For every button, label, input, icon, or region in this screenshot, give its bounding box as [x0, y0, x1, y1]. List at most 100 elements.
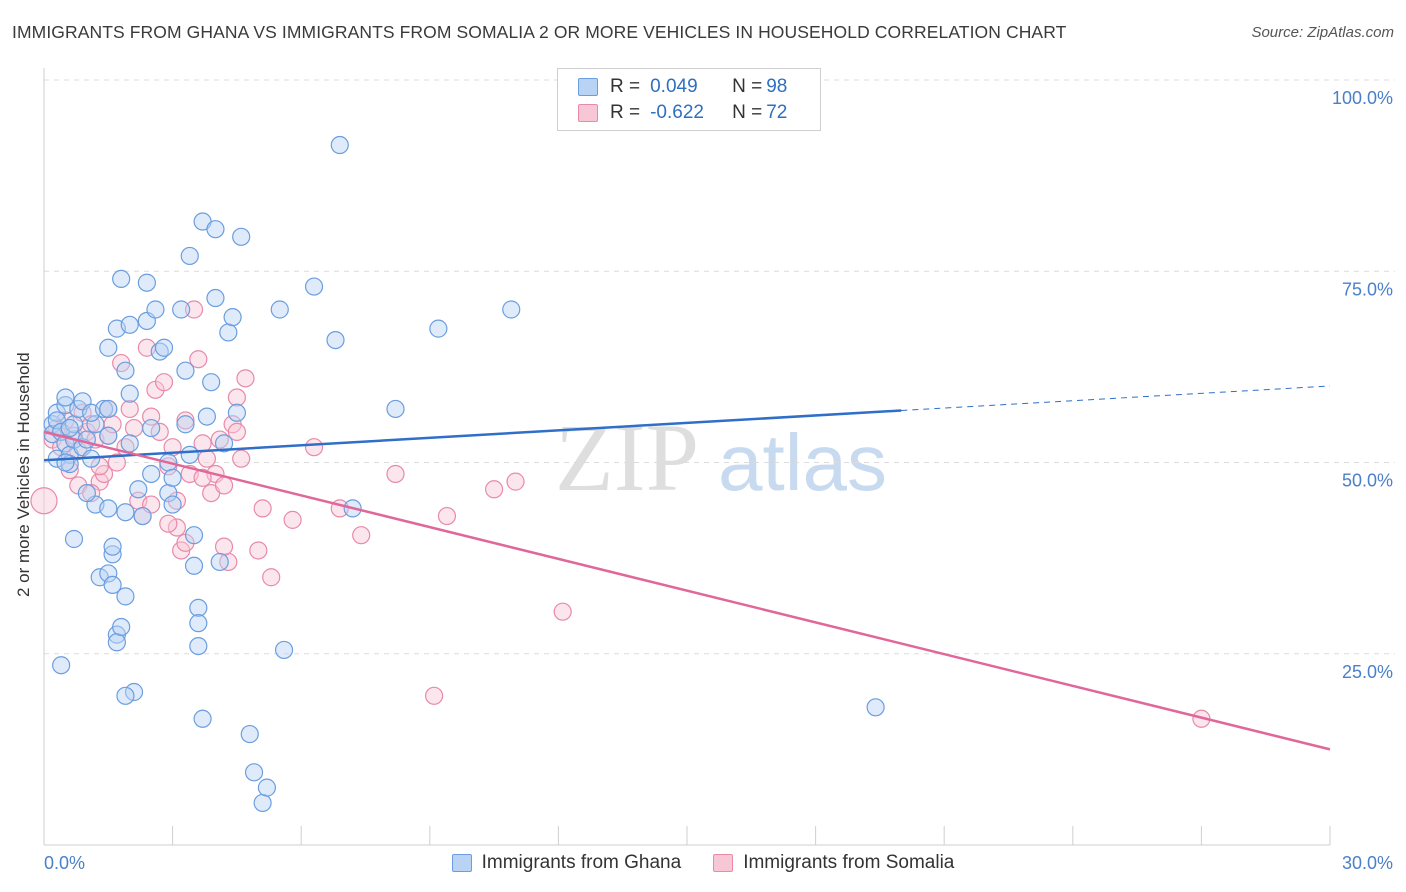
ghana-point — [112, 617, 131, 637]
ghana-point — [330, 135, 349, 155]
ghana-point — [107, 633, 126, 652]
somalia-point — [82, 484, 101, 503]
somalia-point — [167, 518, 186, 537]
somalia-swatch — [578, 104, 598, 122]
ghana-point — [223, 308, 242, 327]
ghana-point — [184, 556, 204, 575]
legend-r-value: 0.049 — [650, 76, 698, 97]
somalia-point — [197, 449, 216, 468]
ghana-point — [103, 575, 122, 595]
ghana-point — [257, 778, 277, 797]
ghana-point — [142, 464, 161, 484]
ghana-point — [172, 300, 191, 319]
ghana-point — [502, 300, 521, 319]
ghana-point — [77, 430, 96, 449]
ghana-point — [120, 384, 139, 403]
ghana-point — [99, 426, 118, 445]
somalia-point — [506, 472, 525, 491]
somalia-point — [30, 487, 58, 515]
somalia-point — [159, 514, 178, 533]
somalia-point — [227, 388, 246, 407]
x-tick-label: 30.0% — [1342, 853, 1393, 873]
ghana-point — [116, 587, 135, 606]
ghana-point — [386, 399, 405, 419]
ghana-point — [116, 503, 135, 522]
ghana-point — [189, 614, 208, 633]
somalia-point — [262, 568, 281, 587]
ghana-point — [176, 361, 195, 380]
ghana-point — [866, 698, 885, 717]
ghana-point — [120, 434, 139, 453]
ghana-point — [94, 399, 114, 419]
somalia-point — [189, 350, 208, 369]
ghana-swatch — [451, 854, 472, 872]
series-legend-somalia: Immigrants from Somalia — [713, 852, 954, 874]
ghana-point — [232, 227, 251, 246]
y-tick-label: 50.0% — [1342, 471, 1393, 491]
ghana-point — [64, 529, 84, 549]
ghana-swatch — [578, 78, 598, 96]
source-note: Source: ZipAtlas.com — [1251, 24, 1394, 41]
y-tick-label: 25.0% — [1342, 662, 1393, 682]
legend-n-label: N = — [732, 102, 763, 123]
series-legend-ghana: Immigrants from Ghana — [451, 852, 682, 874]
ghana-point — [103, 537, 122, 556]
ghana-point — [180, 445, 199, 464]
ghana-point — [197, 407, 216, 426]
ghana-point — [116, 361, 135, 380]
legend-n-value: 98 — [766, 76, 788, 97]
series-legend: Immigrants from Ghana Immigrants from So… — [0, 852, 1406, 874]
legend-n-value: 72 — [766, 102, 788, 123]
ghana-point — [163, 495, 182, 514]
somalia-point — [283, 510, 302, 529]
ghana-point — [129, 480, 148, 499]
somalia-point — [386, 464, 405, 484]
somalia-point — [214, 537, 234, 556]
series-label-ghana: Immigrants from Ghana — [481, 852, 682, 873]
ghana-point — [120, 315, 139, 334]
somalia-point — [227, 422, 246, 441]
ghana-point — [112, 269, 131, 288]
somalia-point — [176, 411, 195, 430]
ghana-point — [227, 403, 246, 422]
ghana-point — [270, 300, 289, 319]
somalia-point — [304, 438, 324, 457]
ghana-point — [99, 338, 118, 357]
somalia-swatch — [713, 854, 734, 872]
legend-row-somalia: R = -0.622 N = 72 — [578, 102, 787, 124]
gridlines — [44, 79, 1395, 655]
somalia-points — [30, 300, 1211, 728]
ghana-point — [99, 399, 118, 419]
ghana-point — [184, 526, 204, 545]
ghana-point — [103, 545, 122, 564]
ghana-point — [202, 373, 221, 392]
somalia-point — [193, 468, 212, 487]
ghana-point — [210, 552, 229, 572]
ghana-point — [189, 598, 208, 617]
trend-lines — [43, 385, 1331, 751]
ghana-point — [193, 709, 212, 728]
somalia-trend-line — [43, 430, 1331, 751]
x-tick-label: 0.0% — [44, 853, 85, 873]
ghana-point — [219, 323, 238, 342]
ghana-point — [133, 506, 152, 526]
somalia-point — [352, 526, 371, 545]
ghana-point — [137, 273, 156, 292]
y-tick-label: 75.0% — [1342, 279, 1393, 299]
ghana-point — [124, 682, 144, 702]
ghana-point — [99, 564, 118, 583]
somalia-point — [150, 422, 169, 441]
legend-r-value: -0.622 — [650, 102, 704, 123]
correlation-legend: R = 0.049 N = 98 R = -0.622 N = 72 — [557, 68, 821, 131]
somalia-point — [553, 602, 572, 621]
y-tick-label: 100.0% — [1332, 88, 1393, 108]
somalia-point — [253, 499, 272, 518]
somalia-point — [232, 449, 251, 468]
somalia-point — [236, 369, 255, 388]
ghana-point — [116, 686, 135, 705]
ghana-point — [56, 453, 75, 472]
ghana-point — [60, 418, 79, 438]
ghana-trend-line — [43, 409, 902, 462]
chart-title: IMMIGRANTS FROM GHANA VS IMMIGRANTS FROM… — [12, 22, 1067, 42]
